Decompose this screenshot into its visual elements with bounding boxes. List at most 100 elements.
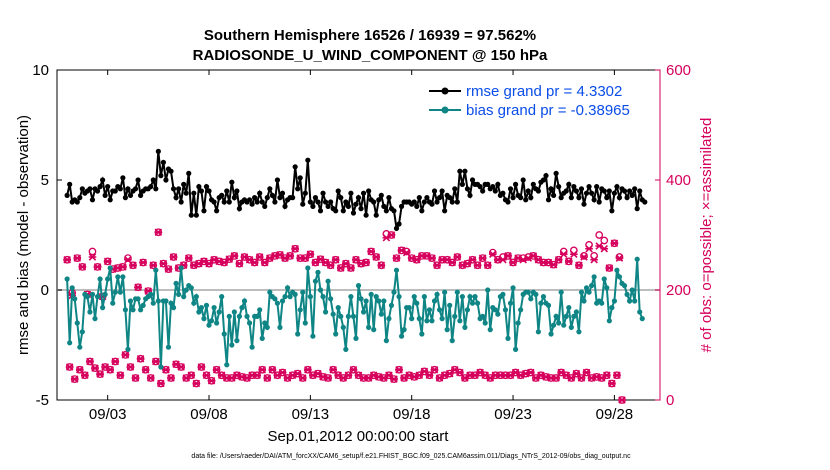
bias-point [421, 294, 427, 300]
bias-point [170, 305, 177, 311]
bias-point [639, 316, 645, 322]
obs-assimilated-point [116, 371, 125, 380]
obs-assimilated-point [395, 365, 403, 374]
obs-assimilated-point [499, 255, 507, 264]
rmse-point [328, 199, 334, 205]
rmse-point [160, 159, 167, 165]
rmse-point [333, 208, 339, 214]
rmse-point [87, 186, 93, 192]
bias-point [231, 309, 237, 315]
bias-point [64, 276, 70, 282]
rmse-point [325, 203, 331, 209]
bias-point [469, 300, 476, 306]
bias-point [110, 300, 116, 306]
bias-point [105, 276, 111, 282]
rmse-point [518, 195, 524, 201]
bias-point [376, 298, 382, 304]
rmse-point [353, 201, 359, 207]
footnote: data file: /Users/raeder/DAI/ATM_forcXX/… [191, 453, 631, 460]
rmse-point [219, 192, 225, 198]
bias-point [515, 320, 521, 326]
rmse-point [315, 199, 321, 205]
bias-point [591, 274, 597, 280]
bias-point [158, 364, 164, 370]
y-right-tick-label: 600 [666, 62, 691, 79]
bias-point [325, 278, 331, 284]
bias-point [363, 298, 369, 304]
obs-assimilated-point [139, 258, 147, 267]
rmse-point [525, 188, 531, 194]
rmse-point [520, 177, 526, 183]
rmse-point [188, 212, 194, 218]
rmse-point [292, 164, 298, 170]
obs-assimilated-point [415, 371, 424, 380]
rmse-point [566, 181, 572, 187]
bias-point [510, 285, 516, 291]
bias-point [573, 309, 579, 315]
rmse-point [193, 212, 199, 218]
bias-point [153, 267, 159, 273]
rmse-point [609, 208, 615, 214]
rmse-point [264, 195, 270, 201]
rmse-point [150, 177, 156, 183]
obs-assimilated-point [463, 259, 472, 268]
bias-point [553, 313, 559, 319]
bias-point [350, 313, 357, 319]
rmse-point [155, 148, 161, 154]
bias-point [168, 300, 174, 306]
bias-point [601, 276, 607, 282]
obs-assimilated-point [136, 354, 145, 363]
obs-assimilated-point [483, 261, 492, 270]
rmse-point [79, 186, 85, 192]
rmse-point [173, 195, 179, 201]
rmse-point [112, 188, 118, 194]
obs-assimilated-point [377, 261, 386, 270]
rmse-point [480, 188, 486, 194]
bias-point [424, 318, 430, 324]
rmse-point [550, 192, 557, 198]
bias-point [148, 291, 154, 297]
rmse-point [201, 208, 207, 214]
bias-point [330, 311, 336, 317]
chart-title-line2: RADIOSONDE_U_WIND_COMPONENT @ 150 hPa [193, 47, 548, 64]
rmse-point [490, 184, 496, 190]
rmse-point [398, 203, 405, 209]
y-left-tick-label: 0 [41, 282, 49, 299]
bias-point [502, 307, 509, 313]
rmse-point [338, 195, 344, 201]
bias-point [621, 283, 628, 289]
rmse-point [535, 188, 541, 194]
bias-point [436, 307, 443, 313]
bias-point [196, 309, 202, 315]
obs-assimilated-point [129, 261, 137, 270]
bias-point [206, 322, 212, 328]
bias-point [315, 269, 321, 275]
bias-point [581, 298, 587, 304]
bias-point [393, 267, 400, 273]
bias-point [548, 331, 554, 337]
obs-assimilated-point [126, 363, 135, 371]
rmse-point [307, 199, 313, 205]
bias-point [312, 278, 319, 284]
bias-point [297, 307, 303, 313]
rmse-point [558, 195, 564, 201]
bias-point [246, 320, 253, 326]
obs-assimilated-point [580, 253, 588, 261]
obs-assimilated-point [298, 374, 307, 382]
bias-point [97, 276, 103, 282]
y-axis-right-label: # of obs: o=possible; ×=assimilated [698, 118, 715, 353]
bias-point [72, 296, 78, 302]
bias-point [396, 294, 402, 300]
bias-point [102, 291, 108, 297]
bias-point [480, 313, 486, 319]
bias-point [69, 285, 75, 291]
rmse-point [366, 188, 372, 194]
x-tick-label: 09/18 [393, 406, 431, 423]
bias-point [176, 291, 182, 297]
bias-point [578, 289, 585, 295]
rmse-point [358, 206, 364, 212]
rmse-point [492, 188, 498, 194]
rmse-point [74, 199, 80, 205]
obs-assimilated-point [559, 250, 568, 259]
obs-assimilated-point [184, 254, 193, 262]
